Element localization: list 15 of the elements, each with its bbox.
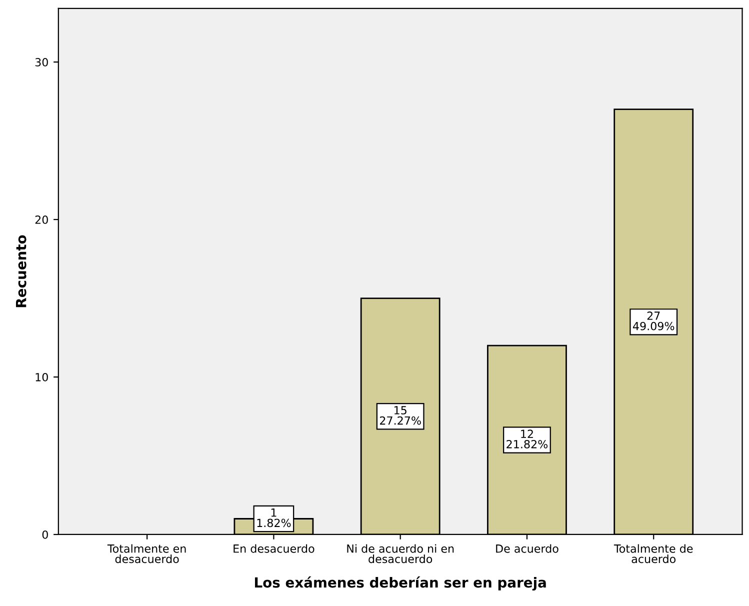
data-label: 12 21.82% xyxy=(506,430,548,448)
x-tick-label: De acuerdo xyxy=(496,544,558,553)
data-label: 1 1.82% xyxy=(257,508,291,528)
y-tick-label: 10 xyxy=(36,372,48,382)
x-tick-label: Totalmente de acuerdo xyxy=(614,544,693,564)
y-tick-label: 20 xyxy=(35,215,48,224)
y-tick-label: 0 xyxy=(42,530,48,539)
x-tick-label: Totalmente en desacuerdo xyxy=(107,544,186,564)
y-axis-title: Recuento xyxy=(16,235,26,308)
data-label: 27 49.09% xyxy=(632,312,674,330)
y-tick-label: 30 xyxy=(35,58,48,66)
data-label: 15 27.27% xyxy=(380,406,421,425)
x-tick-label: Ni de acuerdo ni en desacuerdo xyxy=(347,544,454,564)
x-axis-title: Los exámenes deberían ser en pareja xyxy=(255,576,546,591)
x-tick-label: En desacuerdo xyxy=(234,544,314,553)
